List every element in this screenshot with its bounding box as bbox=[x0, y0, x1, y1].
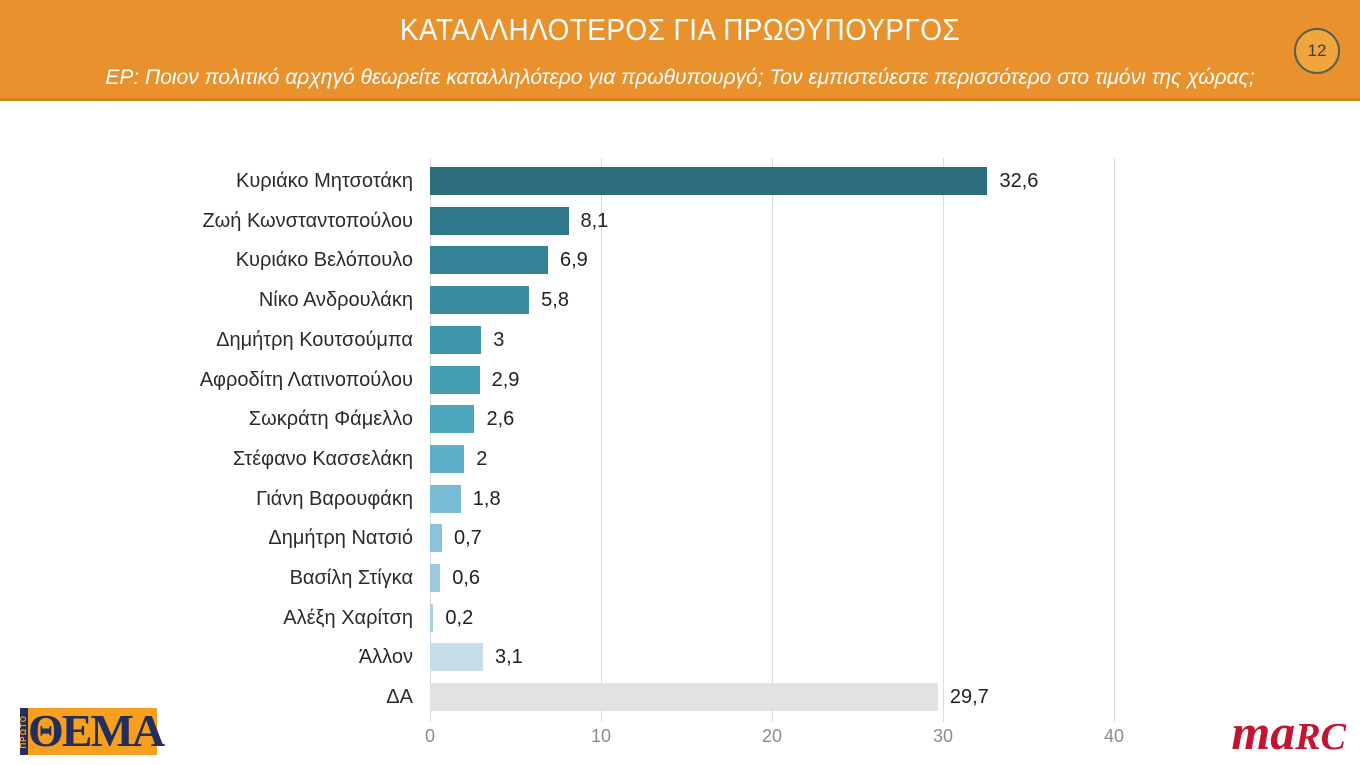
value-label: 29,7 bbox=[949, 686, 989, 709]
x-tick-label: 0 bbox=[424, 726, 435, 746]
value-label: 0,6 bbox=[452, 567, 481, 589]
value-label: 0,7 bbox=[453, 527, 482, 550]
bar bbox=[430, 167, 988, 195]
category-label: Στέφανο Κασσελάκη bbox=[232, 447, 413, 470]
bar bbox=[430, 643, 483, 672]
value-label: 3,1 bbox=[495, 646, 523, 669]
value-label: 1,8 bbox=[472, 487, 501, 510]
category-label: ΔΑ bbox=[386, 686, 413, 709]
bar bbox=[430, 444, 465, 473]
x-tick-label: 30 bbox=[932, 726, 954, 746]
x-tick-label: 20 bbox=[761, 726, 783, 746]
bar bbox=[430, 325, 482, 354]
category-label: Ζωή Κωνσταντοπούλου bbox=[202, 209, 413, 232]
gridline bbox=[772, 158, 773, 722]
category-label: Δημήτρη Κουτσούμπα bbox=[216, 328, 413, 351]
gridline bbox=[601, 158, 602, 722]
page-number-badge: 12 bbox=[1294, 28, 1340, 74]
marc-text-rc: RC bbox=[1295, 716, 1346, 758]
proto-thema-logo-strip: ΠΡΩΤΟ bbox=[19, 708, 28, 755]
value-label: 8,1 bbox=[580, 209, 609, 232]
bar bbox=[430, 246, 548, 275]
category-label: Δημήτρη Νατσιό bbox=[268, 527, 413, 550]
bar bbox=[430, 286, 530, 315]
proto-thema-logo: ΠΡΩΤΟ ΘΕΜΑ bbox=[19, 708, 165, 755]
category-label: Κυριάκο Μητσοτάκη bbox=[236, 170, 413, 192]
gridline bbox=[1114, 158, 1115, 722]
bar bbox=[430, 603, 434, 632]
value-label: 2,9 bbox=[491, 368, 520, 391]
bar bbox=[430, 365, 480, 394]
bar bbox=[430, 564, 441, 592]
value-label: 5,8 bbox=[541, 289, 569, 312]
x-tick-label: 40 bbox=[1103, 726, 1125, 746]
value-label: 3 bbox=[493, 328, 505, 351]
header: ΚΑΤΑΛΛΗΛΟΤΕΡΟΣ ΓΙΑ ΠΡΩΘΥΠΟΥΡΓΟΣ ΕΡ: Ποιο… bbox=[0, 0, 1360, 101]
value-label: 6,9 bbox=[559, 249, 588, 272]
bar bbox=[430, 683, 938, 712]
gridline bbox=[430, 158, 431, 722]
category-label: Βασίλη Στίγκα bbox=[289, 567, 413, 589]
proto-label: ΠΡΩΤΟ bbox=[19, 714, 28, 749]
page-title: ΚΑΤΑΛΛΗΛΟΤΕΡΟΣ ΓΙΑ ΠΡΩΘΥΠΟΥΡΓΟΣ bbox=[399, 12, 961, 47]
category-label: Αφροδίτη Λατινοπούλου bbox=[199, 368, 413, 391]
value-label: 2,6 bbox=[486, 408, 515, 431]
category-label: Σωκράτη Φάμελλο bbox=[248, 408, 413, 431]
category-label: Άλλον bbox=[358, 646, 413, 669]
bar bbox=[430, 405, 475, 434]
bar bbox=[430, 206, 569, 235]
category-label: Αλέξη Χαρίτση bbox=[283, 606, 413, 629]
value-label: 32,6 bbox=[999, 170, 1039, 192]
category-label: Νίκο Ανδρουλάκη bbox=[258, 289, 413, 312]
x-tick-label: 10 bbox=[590, 726, 612, 746]
page-number: 12 bbox=[1307, 41, 1327, 60]
value-label: 0,2 bbox=[445, 606, 474, 629]
marc-text-ma: ma bbox=[1231, 704, 1296, 760]
value-label: 2 bbox=[476, 447, 488, 470]
thema-label: ΘΕΜΑ bbox=[28, 705, 165, 756]
marc-logo: ma RC bbox=[1231, 707, 1346, 757]
category-label: Κυριάκο Βελόπουλο bbox=[235, 249, 413, 272]
bar bbox=[430, 484, 461, 513]
category-label: Γιάνη Βαρουφάκη bbox=[256, 487, 413, 510]
bar bbox=[430, 524, 442, 553]
gridline bbox=[943, 158, 944, 722]
page-subtitle: ΕΡ: Ποιον πολιτικό αρχηγό θεωρείτε καταλ… bbox=[105, 66, 1255, 89]
